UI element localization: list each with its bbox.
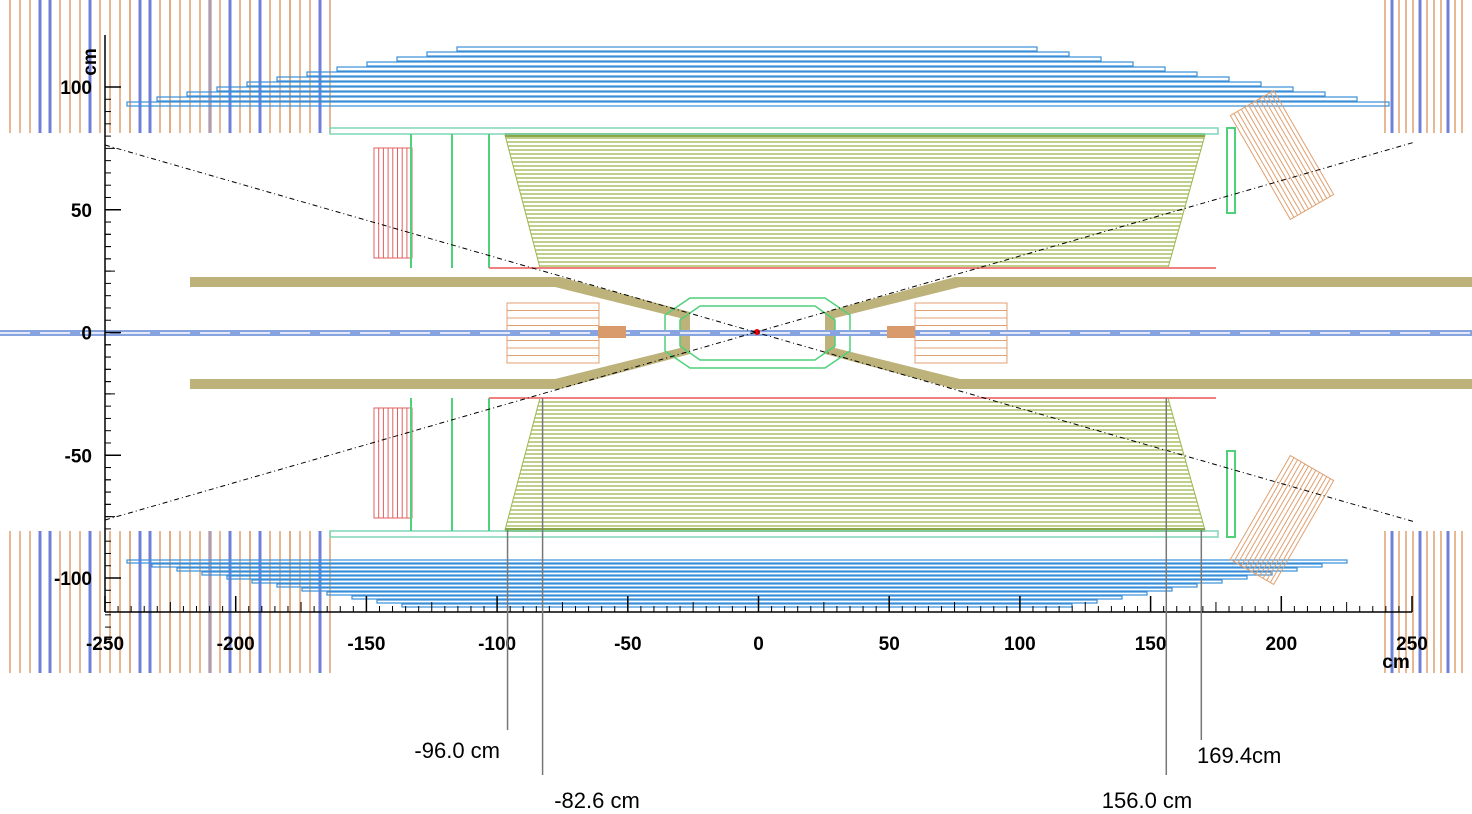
calorimeter-layer — [337, 67, 1165, 71]
module-strip — [1259, 472, 1319, 576]
calorimeter-layer — [127, 102, 1389, 106]
x-tick-label: 200 — [1265, 634, 1297, 655]
page: -250-200-150-100-50050100150200250-100-5… — [0, 0, 1472, 814]
dimension-label: -82.6 cm — [554, 788, 640, 813]
calorimeter-layer — [177, 568, 1297, 571]
module-strip — [1256, 101, 1316, 205]
module-strip — [1263, 97, 1323, 201]
tilted-module — [1230, 91, 1333, 220]
x-tick-label: 50 — [879, 634, 900, 655]
module-strip — [1241, 109, 1301, 213]
calorimeter-layer — [227, 576, 1247, 579]
calorimeter-layer — [157, 97, 1357, 101]
module-strip — [1234, 458, 1294, 562]
x-tick-label: -50 — [614, 634, 641, 655]
y-tick-label: 0 — [81, 324, 92, 345]
calorimeter-layer — [247, 82, 1261, 86]
module-strip — [1249, 105, 1309, 209]
calorimeter-layer — [367, 62, 1133, 66]
calorimeter-layer — [187, 92, 1325, 96]
detector-view: -250-200-150-100-50050100150200250-100-5… — [0, 0, 1472, 814]
x-tick-label: 150 — [1135, 634, 1167, 655]
calorimeter-layer — [252, 580, 1222, 583]
module-strip — [1267, 95, 1327, 199]
calorimeter-layer — [217, 87, 1293, 91]
calorimeter-layer — [352, 596, 1122, 599]
module-strip — [1238, 460, 1298, 564]
calorimeter-layer — [202, 572, 1272, 575]
x-axis-label: cm — [1382, 652, 1409, 673]
x-tick-label: -100 — [478, 634, 516, 655]
calorimeter-layer — [427, 52, 1069, 56]
dimension-label: 169.4cm — [1197, 743, 1281, 768]
calorimeter-layer — [457, 47, 1037, 51]
module-strip — [1245, 464, 1305, 568]
x-tick-label: -250 — [86, 634, 124, 655]
calorimeter-layer — [397, 57, 1101, 61]
calorimeter-layer — [277, 584, 1197, 587]
x-tick-label: -200 — [217, 634, 255, 655]
calorimeter-layer — [302, 588, 1172, 591]
module-strip — [1234, 113, 1294, 217]
module-strip — [1270, 92, 1330, 196]
module-strip — [1259, 99, 1319, 203]
dimension-label: -96.0 cm — [414, 738, 500, 763]
calorimeter-layer — [152, 564, 1322, 567]
calorimeter-layer — [327, 592, 1147, 595]
tilted-module — [1230, 456, 1333, 585]
flange — [598, 326, 626, 338]
calorimeter-layer — [377, 600, 1097, 603]
x-tick-label: -150 — [347, 634, 385, 655]
tracker-bottom — [505, 398, 1205, 530]
module-strip — [1245, 107, 1305, 211]
module-strip — [1256, 470, 1316, 574]
calorimeter-layer — [402, 604, 1072, 607]
calorimeter-layer — [277, 77, 1229, 81]
y-tick-label: 50 — [71, 201, 92, 222]
x-tick-label: 0 — [753, 634, 764, 655]
tracker-top — [505, 135, 1205, 268]
y-axis-label: cm — [80, 48, 101, 75]
x-tick-label: 100 — [1004, 634, 1036, 655]
y-tick-label: -50 — [65, 446, 92, 467]
calorimeter-layer — [307, 72, 1197, 76]
flange — [887, 326, 915, 338]
y-tick-label: -100 — [54, 569, 92, 590]
dimension-label: 156.0 cm — [1102, 788, 1193, 813]
geometry — [10, 0, 1462, 673]
module-strip — [1252, 103, 1312, 207]
module-strip — [1238, 111, 1298, 215]
module-strip — [1267, 477, 1327, 581]
module-strip — [1241, 462, 1301, 566]
y-tick-label: 100 — [60, 78, 92, 99]
module-strip — [1249, 466, 1309, 570]
